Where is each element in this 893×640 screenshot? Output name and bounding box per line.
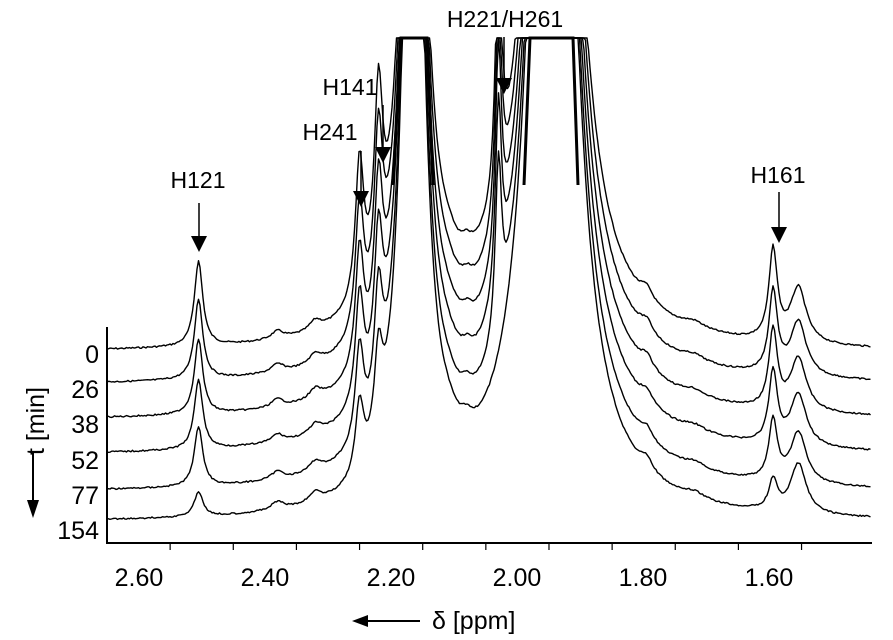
tick-label-2-20: 2.20 [367, 564, 416, 592]
time-label-52: 52 [71, 447, 99, 475]
spectrum-trace-t-77 [106, 37, 871, 491]
time-label-26: 26 [71, 376, 99, 404]
annotation-h241: H241 [303, 119, 369, 207]
y-axis-title-group: t [min] [22, 387, 50, 518]
time-labels: 0 26 38 52 77 154 [57, 341, 99, 545]
tick-label-1-80: 1.80 [619, 564, 668, 592]
clipped-peak-2-00 [522, 36, 580, 186]
spectrum-trace-t-0 [106, 37, 871, 350]
annotation-h221-h261: H221/H261 [447, 6, 563, 94]
tick-label-2-60: 2.60 [115, 564, 164, 592]
arrowhead-h121-icon [191, 236, 207, 252]
label-h141: H141 [323, 74, 378, 100]
spectrum-trace-t-26 [106, 37, 871, 383]
label-h241: H241 [303, 119, 358, 145]
time-label-154: 154 [57, 517, 99, 545]
label-h221-h261: H221/H261 [447, 6, 563, 32]
label-h121: H121 [171, 167, 226, 193]
arrowhead-h141-icon [375, 147, 391, 163]
time-label-0: 0 [85, 341, 99, 369]
tick-label-2-00: 2.00 [493, 564, 542, 592]
tick-label-1-60: 1.60 [745, 564, 794, 592]
arrowhead-h241-icon [353, 191, 369, 207]
x-axis-title-group: δ [ppm] [352, 607, 515, 635]
clipped-peak-2-22 [391, 36, 435, 186]
spectrum-trace-t-154 [106, 37, 871, 521]
peak-annotations: H121 H241 H141 H221/H261 H161 [171, 6, 806, 252]
axes [106, 327, 872, 544]
annotation-h121: H121 [171, 167, 226, 252]
spectra-traces [106, 37, 871, 521]
time-label-77: 77 [71, 482, 99, 510]
arrowhead-h161-icon [771, 227, 787, 243]
label-h161: H161 [751, 162, 806, 188]
x-direction-arrowhead-icon [352, 615, 368, 627]
x-axis-title: δ [ppm] [432, 607, 515, 635]
x-axis-ticks [169, 543, 803, 550]
clipped-solvent-peaks [391, 36, 580, 186]
annotation-h141: H141 [323, 74, 391, 163]
time-label-38: 38 [71, 411, 99, 439]
x-tick-labels: 2.60 2.40 2.20 2.00 1.80 1.60 [115, 564, 794, 592]
time-direction-arrowhead-icon [27, 500, 39, 518]
spectrum-trace-t-52 [106, 37, 871, 454]
arrowhead-h221-h261-icon [496, 78, 512, 94]
annotation-h161: H161 [751, 162, 806, 243]
y-axis-title: t [min] [22, 387, 50, 455]
tick-label-2-40: 2.40 [241, 564, 290, 592]
spectrum-trace-t-38 [106, 37, 871, 419]
